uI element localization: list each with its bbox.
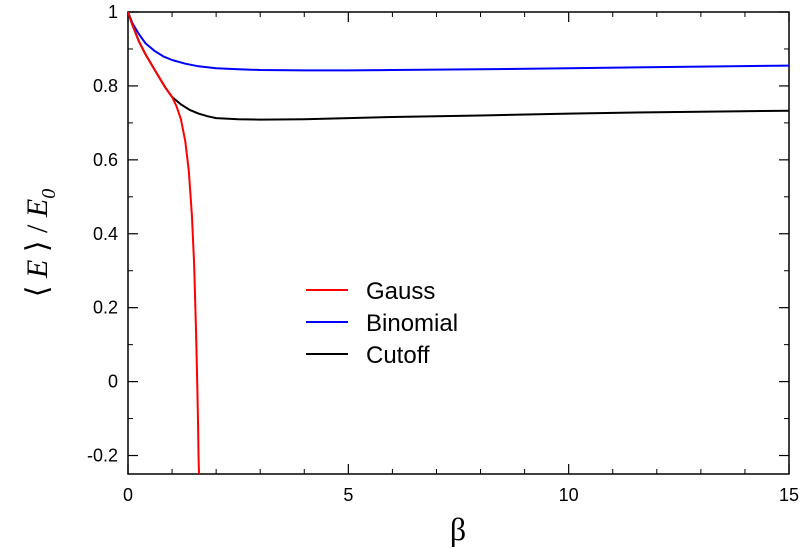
y-tick-label: 1 <box>108 2 118 22</box>
series-line-binomial <box>128 12 789 72</box>
x-tick-label: 10 <box>559 485 579 505</box>
legend-label-gauss: Gauss <box>366 278 435 305</box>
x-tick-label: 15 <box>779 485 799 505</box>
y-tick-label: 0.6 <box>93 150 118 170</box>
x-tick-label: 0 <box>123 485 133 505</box>
y-tick-label: 0.2 <box>93 298 118 318</box>
y-tick-label: 0.4 <box>93 224 118 244</box>
axis-ticks <box>127 11 790 474</box>
y-tick-label: 0 <box>108 372 118 392</box>
legend-label-cutoff: Cutoff <box>366 342 430 369</box>
series-line-gauss <box>128 12 201 474</box>
y-tick-label: -0.2 <box>87 446 118 466</box>
y-tick-label: 0.8 <box>93 76 118 96</box>
y-axis-title: ⟨ E ⟩ / E0 <box>21 189 60 297</box>
series-lines <box>128 12 789 474</box>
plot-frame <box>127 11 790 475</box>
x-tick-label: 5 <box>343 485 353 505</box>
tick-labels: 0 5 10 15-0.200.20.40.60.81 <box>87 2 799 505</box>
y-axis-title-group: ⟨ E ⟩ / E0 <box>21 189 60 297</box>
legend-label-binomial: Binomial <box>366 310 458 337</box>
legend: Gauss Binomial Cutoff <box>306 278 458 369</box>
x-axis-title: β <box>450 511 466 547</box>
